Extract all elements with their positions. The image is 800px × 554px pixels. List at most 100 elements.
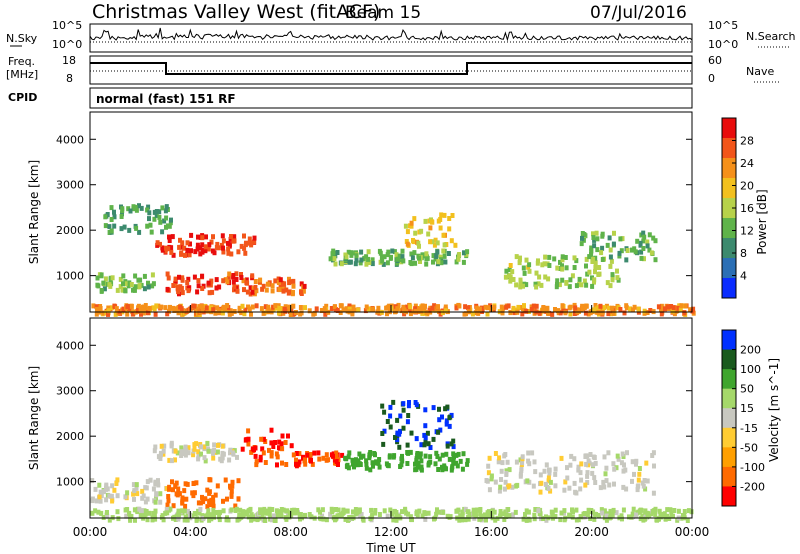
heatmap-cell — [169, 440, 174, 446]
heatmap-cell — [270, 283, 275, 289]
heatmap-cell — [649, 250, 654, 256]
heatmap-cell — [171, 487, 175, 493]
heatmap-cell — [236, 249, 241, 255]
heatmap-cell — [106, 311, 110, 317]
heatmap-cell — [419, 305, 424, 311]
heatmap-cell — [635, 487, 640, 493]
heatmap-cell — [458, 513, 463, 519]
heatmap-cell — [428, 225, 433, 231]
heatmap-cell — [214, 510, 219, 515]
heatmap-cell — [207, 490, 212, 496]
heatmap-cell — [352, 459, 357, 465]
heatmap-cell — [330, 509, 335, 515]
heatmap-cell — [562, 517, 567, 523]
heatmap-cell — [385, 260, 390, 266]
heatmap-cell — [136, 277, 141, 283]
heatmap-cell — [126, 206, 131, 212]
heatmap-cell — [635, 238, 640, 244]
heatmap-cell — [502, 517, 507, 522]
heatmap-cell — [185, 481, 190, 487]
heatmap-cell — [407, 307, 412, 313]
heatmap-cell — [605, 242, 610, 248]
heatmap-cell — [180, 290, 185, 296]
heatmap-cell — [592, 475, 597, 481]
heatmap-cell — [610, 308, 615, 314]
heatmap-cell — [205, 440, 210, 446]
heatmap-cell — [143, 511, 148, 517]
colorbar-swatch — [722, 408, 736, 429]
heatmap-cell — [447, 415, 452, 421]
nsearch-label: N.Search — [746, 30, 796, 43]
heatmap-cell — [419, 465, 424, 471]
heatmap-cell — [226, 275, 231, 281]
heatmap-cell — [220, 310, 225, 316]
heatmap-cell — [529, 304, 534, 310]
heatmap-cell — [260, 286, 265, 292]
heatmap-cell — [390, 511, 395, 517]
heatmap-cell — [364, 458, 369, 464]
heatmap-cell — [155, 240, 160, 246]
heatmap-cell — [450, 213, 455, 218]
heatmap-cell — [274, 508, 279, 514]
heatmap-cell — [328, 511, 333, 517]
heatmap-cell — [202, 303, 207, 309]
heatmap-cell — [193, 511, 198, 516]
heatmap-cell — [242, 287, 246, 293]
heatmap-cell — [237, 305, 242, 311]
heatmap-cell — [170, 479, 174, 485]
heatmap-cell — [271, 304, 276, 310]
heatmap-cell — [643, 508, 648, 514]
heatmap-cell — [652, 463, 656, 469]
heatmap-cell — [252, 239, 257, 245]
heatmap-cell — [406, 403, 411, 409]
heatmap-cell — [209, 512, 214, 518]
heatmap-cell — [433, 237, 438, 243]
heatmap-cell — [120, 206, 125, 212]
heatmap-cell — [142, 508, 147, 514]
heatmap-cell — [237, 512, 242, 518]
heatmap-cell — [162, 218, 167, 224]
heatmap-cell — [611, 310, 616, 316]
colorbar-swatch — [722, 486, 736, 507]
heatmap-cell — [349, 250, 354, 256]
heatmap-cell — [280, 280, 285, 286]
heatmap-cell — [506, 303, 511, 309]
heatmap-cell — [110, 498, 115, 504]
heatmap-cell — [127, 510, 132, 516]
heatmap-cell — [152, 216, 157, 222]
heatmap-cell — [283, 304, 288, 310]
heatmap-cell — [182, 488, 187, 494]
heatmap-cell — [438, 427, 443, 433]
heatmap-cell — [423, 423, 428, 429]
heatmap-cell — [207, 499, 212, 505]
heatmap-cell — [218, 509, 222, 515]
colorbar-swatch — [722, 388, 736, 409]
heatmap-cell — [338, 303, 343, 309]
heatmap-cell — [250, 304, 255, 310]
heatmap-cell — [431, 405, 436, 411]
heatmap-cell — [160, 205, 165, 211]
heatmap-cell — [518, 255, 522, 261]
heatmap-cell — [269, 453, 274, 459]
heatmap-cell — [473, 310, 478, 316]
heatmap-cell — [294, 451, 299, 456]
heatmap-cell — [408, 304, 413, 310]
heatmap-cell — [112, 223, 117, 229]
heatmap-cell — [537, 310, 542, 316]
nsky-trace — [89, 27, 693, 43]
heatmap-cell — [344, 508, 349, 514]
heatmap-cell — [578, 486, 583, 492]
heatmap-cell — [145, 207, 150, 213]
heatmap-cell — [108, 283, 113, 289]
freq-tick-top: 18 — [62, 54, 76, 67]
heatmap-cell — [217, 284, 222, 290]
heatmap-cell — [608, 254, 613, 260]
heatmap-cell — [610, 272, 615, 278]
heatmap-cell — [184, 448, 189, 454]
heatmap-cell — [583, 482, 588, 488]
heatmap-cell — [109, 228, 114, 234]
heatmap-cell — [153, 311, 158, 317]
heatmap-cell — [562, 508, 567, 514]
heatmap-cell — [624, 257, 629, 263]
heatmap-cell — [616, 456, 621, 462]
